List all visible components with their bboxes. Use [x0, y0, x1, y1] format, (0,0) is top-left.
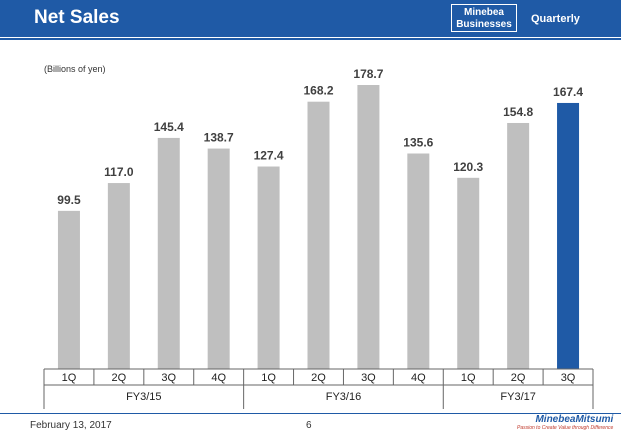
data-label-9: 120.3 [453, 160, 483, 174]
data-label-4: 138.7 [204, 131, 234, 145]
data-label-3: 145.4 [154, 120, 184, 134]
net-sales-chart: (Billions of yen) 99.5 117.0 145.4 138.7 127.… [43, 64, 594, 409]
group-label-2: FY3/16 [326, 391, 361, 403]
page-number: 6 [306, 420, 312, 431]
bar-9 [457, 177, 480, 369]
bar-5 [257, 166, 280, 369]
data-label-10: 154.8 [503, 105, 533, 119]
bar-4 [207, 148, 230, 369]
data-label-1: 99.5 [57, 193, 81, 207]
tick-label-7: 3Q [361, 372, 376, 384]
businesses-badge: Minebea Businesses [451, 4, 517, 32]
company-logo: MinebeaMitsumi Passion to Create Value t… [517, 414, 613, 431]
bar-8 [407, 153, 430, 369]
data-label-7: 178.7 [353, 67, 383, 81]
bar-10 [507, 122, 530, 369]
bar-7 [357, 85, 380, 369]
data-label-5: 127.4 [254, 149, 284, 163]
page-title: Net Sales [34, 7, 120, 28]
tick-label-5: 1Q [261, 372, 276, 384]
header-bar: Net Sales Minebea Businesses Quarterly [0, 0, 621, 37]
data-label-11: 167.4 [553, 85, 583, 99]
footer-date: February 13, 2017 [30, 420, 112, 431]
badge-line-2: Businesses [456, 19, 512, 30]
bar-3 [157, 137, 180, 369]
tick-label-10: 2Q [511, 372, 526, 384]
header-divider [0, 38, 621, 40]
group-label-3: FY3/17 [500, 391, 535, 403]
group-label-1: FY3/15 [126, 391, 161, 403]
data-label-2: 117.0 [104, 165, 134, 179]
tick-label-4: 4Q [211, 372, 226, 384]
tick-label-1: 1Q [62, 372, 77, 384]
bar-11 [557, 102, 580, 369]
tick-label-3: 3Q [161, 372, 176, 384]
logo-name: MinebeaMitsumi [535, 414, 614, 425]
bar-1 [57, 210, 80, 369]
tick-label-11: 3Q [561, 372, 576, 384]
footer-divider [0, 413, 621, 414]
tick-label-6: 2Q [311, 372, 326, 384]
bar-2 [107, 183, 130, 369]
data-label-6: 168.2 [303, 84, 333, 98]
tick-label-9: 1Q [461, 372, 476, 384]
badge-line-1: Minebea [463, 7, 504, 18]
period-label: Quarterly [531, 13, 580, 25]
bar-6 [307, 101, 330, 369]
tick-label-8: 4Q [411, 372, 426, 384]
unit-label: (Billions of yen) [44, 64, 106, 74]
tick-label-2: 2Q [112, 372, 127, 384]
logo-tagline: Passion to Create Value through Differen… [517, 425, 614, 431]
data-label-8: 135.6 [403, 135, 433, 149]
